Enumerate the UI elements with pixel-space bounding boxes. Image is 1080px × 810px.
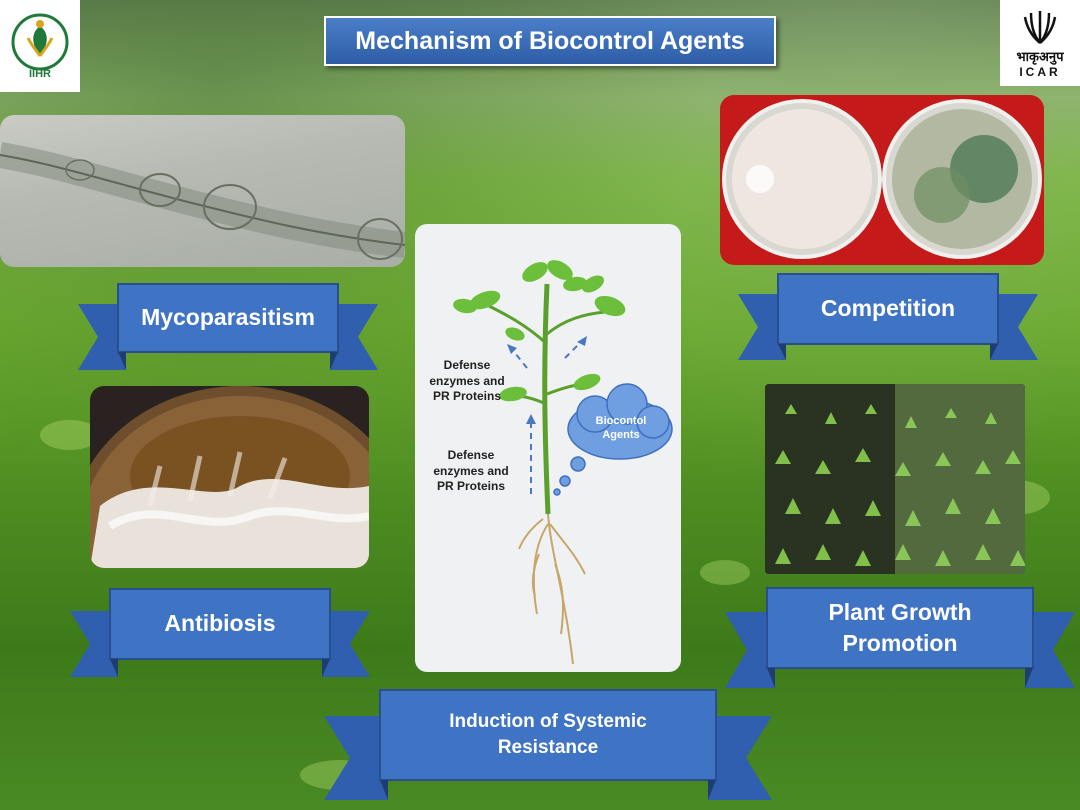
antibiosis-ribbon: Antibiosis (70, 585, 370, 683)
page-title: Mechanism of Biocontrol Agents (324, 16, 776, 66)
upper-defense-label: Defense enzymes and PR Proteins (407, 358, 527, 405)
lower-defense-label: Defense enzymes and PR Proteins (411, 448, 531, 495)
icar-hindi-text: भाकृअनुप (1016, 49, 1064, 64)
biocontrol-cloud-label: Biocontol Agents (573, 414, 669, 443)
iihr-logo: IIHR (0, 0, 80, 92)
upper-defense-line2: enzymes and (429, 373, 505, 388)
plant-growth-label-line1: Plant Growth (828, 598, 972, 625)
isr-label: Induction of Systemic Resistance (380, 690, 716, 780)
cloud-line1: Biocontol (595, 415, 647, 427)
cloud-line2: Agents (602, 429, 640, 442)
upper-defense-line1: Defense (443, 358, 491, 372)
plant-growth-ribbon: Plant Growth Promotion (725, 584, 1075, 696)
isr-label-line2: Resistance (497, 737, 599, 758)
mycoparasitism-photo (0, 115, 405, 267)
lower-defense-line2: enzymes and (433, 463, 509, 478)
plant-growth-label: Plant Growth Promotion (767, 588, 1033, 668)
icar-logo: भाकृअनुप ICAR (1000, 0, 1080, 86)
isr-ribbon: Induction of Systemic Resistance (324, 688, 772, 806)
plant-growth-label-line2: Promotion (842, 630, 958, 656)
iihr-logo-text: IIHR (29, 68, 51, 80)
plant-diagram (453, 260, 673, 665)
antibiosis-label: Antibiosis (164, 610, 276, 637)
upper-defense-line3: PR Proteins (432, 389, 501, 404)
isr-label-line1: Induction of Systemic (449, 711, 647, 733)
plant-growth-photo (765, 384, 1025, 574)
iihr-emblem-icon (11, 13, 69, 71)
competition-photo (720, 95, 1044, 265)
lower-defense-line3: PR Proteins (436, 479, 505, 494)
antibiosis-photo (90, 386, 369, 568)
plant-diagram-panel: Defense enzymes and PR Proteins Defense … (415, 224, 681, 672)
mycoparasitism-label: Mycoparasitism (141, 304, 315, 331)
competition-ribbon: Competition (738, 268, 1038, 366)
mycoparasitism-ribbon: Mycoparasitism (78, 278, 378, 376)
competition-label: Competition (820, 295, 956, 322)
icar-text: ICAR (1019, 65, 1061, 79)
wheat-emblem-icon (1023, 11, 1057, 44)
lower-defense-line1: Defense (447, 448, 495, 462)
